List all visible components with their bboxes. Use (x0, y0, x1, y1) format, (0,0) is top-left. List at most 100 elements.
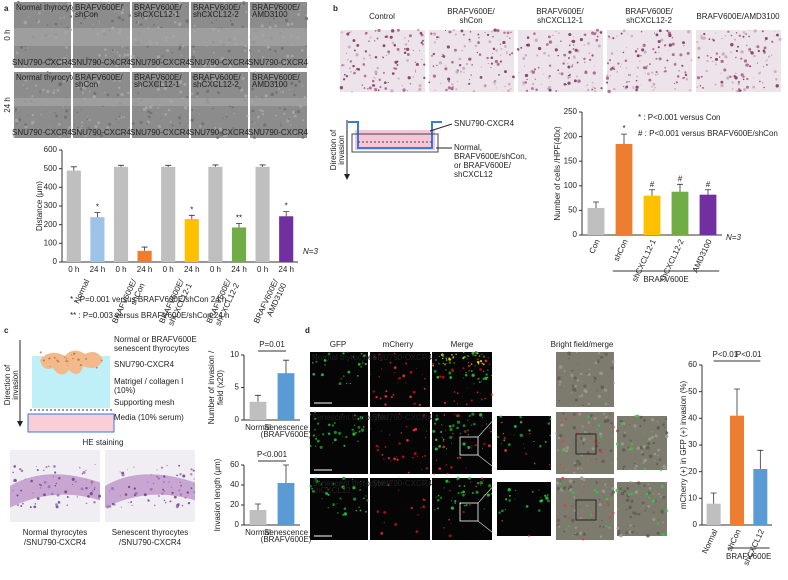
texture-dot (627, 493, 631, 496)
texture-dot (80, 121, 84, 124)
texture-dot (625, 531, 629, 535)
texture-dot (24, 478, 26, 480)
texture-dot (661, 532, 665, 537)
texture-dot (548, 40, 553, 44)
texture-dot (453, 400, 455, 402)
texture-dot (650, 435, 655, 439)
texture-dot (593, 65, 596, 67)
texture-dot (415, 63, 419, 67)
texture-dot (391, 41, 394, 44)
texture-dot (565, 449, 569, 453)
texture-dot (487, 357, 489, 359)
texture-dot (315, 445, 317, 447)
texture-dot (42, 9, 44, 11)
texture-dot (568, 357, 571, 360)
texture-dot (169, 15, 171, 18)
texture-dot (599, 435, 602, 439)
texture-dot (12, 489, 14, 492)
texture-dot (90, 480, 94, 484)
texture-dot (641, 48, 645, 52)
texture-dot (168, 481, 170, 483)
y-axis-label: Invasion length (μm) (213, 458, 222, 531)
error-bar (255, 503, 261, 510)
texture-dot (397, 77, 400, 80)
texture-dot (607, 504, 609, 507)
texture-dot (589, 458, 591, 461)
texture-dot (191, 15, 192, 17)
texture-dot (557, 523, 560, 526)
diagram-label: Matrigel / collagen I (114, 377, 183, 386)
texture-dot (629, 480, 632, 484)
texture-dot (422, 39, 424, 42)
texture-dot (479, 481, 484, 485)
texture-dot (21, 135, 23, 137)
texture-dot (441, 55, 443, 57)
texture-dot (498, 73, 500, 76)
texture-dot (554, 48, 558, 52)
texture-dot (402, 374, 406, 378)
texture-dot (404, 362, 408, 365)
texture-dot (232, 127, 234, 130)
texture-dot (108, 122, 112, 126)
texture-dot (455, 88, 458, 91)
micrograph (429, 30, 514, 92)
image-title: BRAFV600E/ (447, 7, 495, 16)
texture-dot (178, 122, 181, 125)
texture-dot (230, 132, 233, 134)
y-tick-label: 40 (230, 480, 239, 489)
texture-dot (476, 51, 479, 54)
texture-dot (75, 4, 77, 6)
texture-dot (171, 52, 173, 54)
texture-dot (145, 106, 148, 109)
texture-dot (763, 46, 767, 50)
texture-dot (380, 430, 382, 432)
texture-dot (445, 88, 448, 92)
texture-dot (636, 414, 640, 418)
texture-dot (684, 73, 688, 77)
texture-dot (196, 81, 198, 83)
texture-dot (421, 43, 424, 46)
texture-dot (323, 358, 327, 362)
texture-dot (363, 497, 365, 500)
error-bar (94, 212, 101, 218)
texture-dot (377, 413, 380, 416)
texture-dot (594, 90, 597, 93)
texture-dot (611, 53, 613, 55)
texture-dot (374, 88, 378, 92)
texture-dot (384, 87, 388, 90)
texture-dot (29, 506, 32, 509)
texture-dot (683, 44, 685, 47)
texture-dot (737, 82, 740, 86)
texture-dot (588, 58, 592, 61)
texture-dot (499, 43, 502, 46)
image-title: BRAFV600E/AMD3100 (696, 12, 780, 21)
texture-dot (567, 65, 571, 69)
texture-dot (476, 378, 479, 380)
texture-dot (58, 59, 60, 61)
texture-dot (671, 36, 674, 39)
texture-dot (187, 127, 189, 129)
texture-dot (703, 32, 706, 36)
texture-dot (638, 483, 640, 485)
texture-dot (375, 73, 377, 75)
texture-dot (380, 532, 384, 535)
texture-dot (251, 87, 255, 91)
texture-dot (634, 429, 636, 432)
texture-dot (423, 387, 426, 390)
texture-dot (443, 401, 446, 404)
texture-dot (270, 92, 275, 97)
texture-dot (467, 365, 470, 368)
texture-dot (355, 431, 357, 434)
texture-dot (456, 457, 459, 459)
image-label: BRAFV600E/ (75, 73, 123, 82)
texture-dot (664, 481, 667, 484)
texture-dot (735, 49, 739, 53)
texture-dot (227, 85, 229, 87)
texture-dot (547, 35, 551, 39)
texture-dot (630, 499, 634, 503)
texture-dot (192, 469, 195, 472)
texture-dot (84, 88, 87, 91)
texture-dot (303, 3, 305, 6)
image-label: SNU790-CXCR4 (71, 58, 132, 67)
